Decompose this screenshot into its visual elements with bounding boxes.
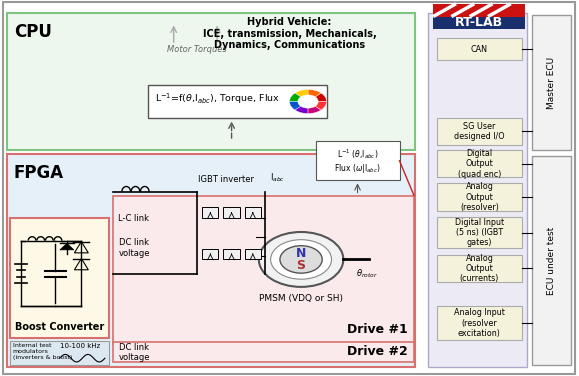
Text: L$^{-1}$ ($\theta$,I$_{abc}$): L$^{-1}$ ($\theta$,I$_{abc}$): [337, 147, 378, 161]
Text: L$^{-1}$=f($\theta$,I$_{abc}$), Torque, Flux: L$^{-1}$=f($\theta$,I$_{abc}$), Torque, …: [155, 91, 280, 106]
Text: 10-100 kHz: 10-100 kHz: [60, 343, 100, 349]
Bar: [245, 249, 261, 259]
Bar: [202, 207, 218, 218]
Text: Digital
Output
(quad enc): Digital Output (quad enc): [458, 149, 501, 179]
Bar: [7, 154, 415, 367]
Text: $\theta_{rotor}$: $\theta_{rotor}$: [356, 268, 378, 280]
Bar: [433, 4, 525, 29]
Circle shape: [280, 246, 322, 273]
Text: Analog
Output
(currents): Analog Output (currents): [460, 253, 499, 284]
Text: Motor Torques: Motor Torques: [167, 45, 227, 54]
Bar: [7, 13, 415, 150]
Wedge shape: [295, 106, 308, 114]
Text: Analog
Output
(resolver): Analog Output (resolver): [460, 182, 499, 212]
Text: PMSM (VDQ or SH): PMSM (VDQ or SH): [259, 294, 343, 303]
Text: RT-LAB: RT-LAB: [455, 17, 503, 29]
Bar: [202, 249, 218, 259]
Circle shape: [270, 240, 332, 279]
Bar: [148, 85, 327, 118]
Bar: [437, 38, 522, 60]
Text: CAN: CAN: [471, 45, 488, 54]
Text: Flux ($\omega$|I$_{abc}$): Flux ($\omega$|I$_{abc}$): [334, 162, 381, 175]
Bar: [532, 156, 571, 365]
Text: FPGA: FPGA: [14, 164, 64, 182]
Bar: [113, 196, 414, 344]
Wedge shape: [295, 89, 308, 97]
Polygon shape: [60, 243, 74, 250]
Text: Master ECU: Master ECU: [547, 57, 556, 109]
Text: IGBT inverter: IGBT inverter: [198, 175, 254, 184]
Text: Drive #2: Drive #2: [347, 345, 408, 358]
Bar: [10, 341, 109, 365]
Bar: [437, 183, 522, 211]
Bar: [10, 218, 109, 338]
Bar: [113, 342, 414, 362]
Text: I$_{abc}$: I$_{abc}$: [270, 172, 285, 184]
Wedge shape: [315, 102, 327, 110]
Text: Analog Input
(resolver
excitation): Analog Input (resolver excitation): [454, 308, 505, 338]
Bar: [428, 13, 527, 367]
Wedge shape: [308, 89, 321, 97]
Bar: [437, 306, 522, 340]
Bar: [245, 207, 261, 218]
Wedge shape: [315, 93, 327, 102]
Text: Drive #1: Drive #1: [347, 323, 408, 336]
Bar: [223, 249, 240, 259]
Bar: [437, 217, 522, 248]
Bar: [433, 4, 525, 17]
Bar: [437, 255, 522, 282]
Text: Boost Converter: Boost Converter: [15, 321, 104, 332]
Text: Internal test
modulators
(inverters & boost): Internal test modulators (inverters & bo…: [13, 343, 72, 359]
Text: DC link
voltage: DC link voltage: [119, 343, 150, 362]
Text: SG User
designed I/O: SG User designed I/O: [454, 121, 505, 141]
Text: ECU under test: ECU under test: [547, 226, 556, 294]
Text: N: N: [296, 247, 306, 260]
Text: Hybrid Vehicle:
ICE, transmission, Mechanicals,
Dynamics, Communications: Hybrid Vehicle: ICE, transmission, Mecha…: [203, 17, 376, 50]
Bar: [532, 15, 571, 150]
Text: I/Os: I/Os: [467, 18, 489, 28]
Wedge shape: [290, 93, 301, 102]
Bar: [437, 150, 522, 177]
Wedge shape: [308, 106, 321, 114]
Bar: [437, 118, 522, 145]
Text: CPU: CPU: [14, 23, 52, 41]
Text: Digital Input
(5 ns) (IGBT
gates): Digital Input (5 ns) (IGBT gates): [455, 218, 504, 247]
Bar: [316, 141, 400, 180]
Wedge shape: [290, 102, 301, 110]
Text: S: S: [296, 259, 306, 272]
Text: DC link
voltage: DC link voltage: [119, 238, 150, 258]
Bar: [223, 207, 240, 218]
Circle shape: [259, 232, 343, 287]
Text: L-C link: L-C link: [118, 214, 149, 223]
